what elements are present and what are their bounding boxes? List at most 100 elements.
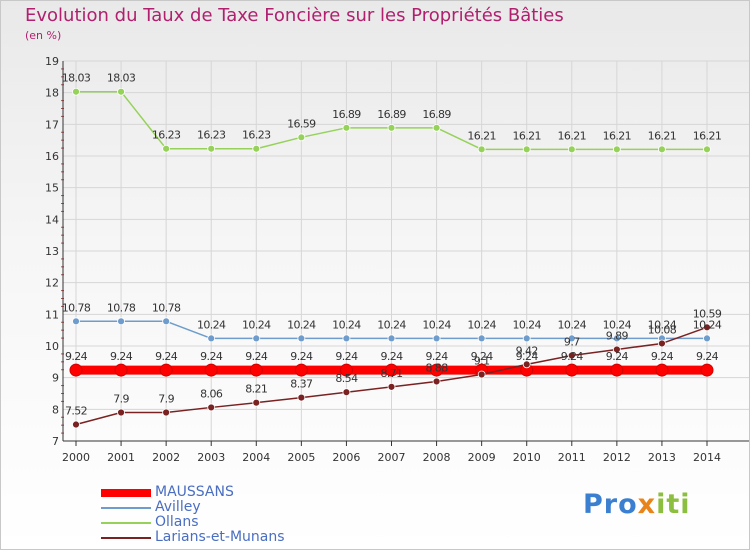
- data-point-1: [612, 334, 621, 343]
- data-label-3: 8.88: [426, 361, 449, 374]
- y-tick-label: 18: [45, 87, 59, 100]
- data-point-2: [252, 144, 261, 153]
- data-point-0: [610, 363, 624, 377]
- data-point-0: [385, 363, 398, 377]
- data-label-3: 8.21: [245, 383, 267, 396]
- data-point-1: [703, 334, 711, 343]
- y-tick-label: 9: [52, 372, 59, 385]
- data-label-1: 10.24: [197, 318, 226, 331]
- x-tick-label: 2012: [603, 451, 631, 464]
- data-label-3: 9.1: [474, 355, 490, 368]
- x-tick-label: 2013: [648, 451, 676, 464]
- data-label-2: 16.21: [693, 129, 722, 142]
- y-tick-label: 12: [45, 277, 59, 290]
- data-point-0: [204, 363, 218, 377]
- x-tick-label: 2010: [513, 451, 541, 464]
- data-label-1: 10.24: [558, 318, 587, 331]
- data-label-2: 16.23: [152, 129, 181, 142]
- y-tick-label: 10: [45, 340, 59, 353]
- y-tick-label: 7: [52, 435, 59, 448]
- data-point-1: [252, 334, 261, 343]
- data-label-1: 10.24: [512, 318, 541, 331]
- x-tick-label: 2006: [332, 451, 360, 464]
- data-point-2: [162, 144, 171, 153]
- data-point-3: [72, 420, 80, 429]
- data-point-0: [700, 363, 714, 377]
- data-point-3: [342, 388, 351, 397]
- data-label-0: 9.24: [651, 350, 674, 363]
- chart-title: Evolution du Taux de Taxe Foncière sur l…: [25, 5, 564, 26]
- legend-swatch: [101, 521, 151, 524]
- data-label-0: 9.24: [65, 350, 88, 363]
- data-point-2: [432, 123, 441, 132]
- data-point-3: [477, 370, 486, 379]
- data-label-1: 10.24: [242, 318, 271, 331]
- data-point-2: [612, 145, 621, 154]
- data-point-2: [342, 123, 351, 132]
- legend-swatch: [101, 506, 151, 509]
- data-point-3: [252, 398, 261, 407]
- data-point-2: [477, 145, 486, 154]
- data-point-1: [297, 334, 306, 343]
- data-point-3: [162, 408, 171, 417]
- data-label-2: 16.21: [558, 129, 587, 142]
- x-tick-label: 2014: [693, 451, 721, 464]
- data-label-1: 10.24: [422, 318, 451, 331]
- data-labels: 9.24 9.24 9.24 9.24 9.24 9.24 9.24 9.24 9.24 9.24…: [62, 72, 723, 418]
- data-point-3: [117, 408, 125, 417]
- data-point-0: [249, 363, 263, 377]
- data-label-3: 8.71: [380, 367, 402, 380]
- data-label-0: 9.24: [335, 350, 358, 363]
- data-label-2: 16.21: [467, 129, 496, 142]
- y-tick-label: 19: [45, 55, 59, 68]
- data-point-0: [655, 363, 669, 377]
- x-tick-label: 2005: [287, 451, 315, 464]
- legend-item: Larians-et-Munans: [101, 530, 285, 545]
- data-label-0: 9.24: [290, 350, 313, 363]
- data-label-1: 10.24: [693, 318, 722, 331]
- x-tick-label: 2008: [423, 451, 451, 464]
- data-label-0: 9.24: [471, 350, 494, 363]
- legend-item: Ollans: [101, 515, 285, 530]
- data-point-2: [658, 145, 666, 154]
- x-tick-label: 2011: [558, 451, 586, 464]
- data-point-2: [207, 144, 216, 153]
- data-label-3: 7.9: [158, 393, 174, 406]
- data-label-1: 10.24: [648, 318, 677, 331]
- data-label-2: 16.23: [197, 129, 226, 142]
- data-label-2: 16.89: [332, 108, 361, 121]
- data-label-0: 9.24: [200, 350, 223, 363]
- y-tick-label: 8: [52, 403, 59, 416]
- legend-label: Ollans: [155, 514, 199, 530]
- data-point-3: [567, 351, 576, 360]
- legend-item: Avilley: [101, 500, 285, 515]
- data-point-3: [387, 382, 396, 391]
- data-point-0: [339, 363, 353, 377]
- data-label-1: 10.78: [107, 301, 136, 314]
- logo-part-1: Pro: [583, 489, 638, 520]
- data-label-0: 9.24: [426, 350, 449, 363]
- data-label-1: 10.24: [332, 318, 361, 331]
- data-label-0: 9.24: [606, 350, 629, 363]
- data-label-3: 9.42: [516, 344, 538, 357]
- data-label-2: 16.89: [377, 108, 406, 121]
- legend-label: Avilley: [155, 499, 201, 515]
- legend-item: MAUSSANS: [101, 485, 285, 500]
- x-tick-label: 2004: [242, 451, 270, 464]
- data-label-2: 16.23: [242, 129, 271, 142]
- data-point-0: [294, 363, 308, 377]
- data-label-2: 16.59: [287, 117, 316, 130]
- data-point-3: [658, 339, 666, 348]
- data-label-0: 9.24: [110, 350, 133, 363]
- data-label-1: 10.24: [467, 318, 496, 331]
- data-point-2: [522, 145, 531, 154]
- data-point-2: [703, 145, 711, 154]
- data-label-3: 7.52: [65, 405, 87, 418]
- data-label-3: 8.54: [335, 372, 358, 385]
- y-tick-label: 11: [45, 308, 59, 321]
- data-point-1: [567, 334, 576, 343]
- axes: 7 8 9 10 11 12 13 14 15 16 17 18 19 2000 2001 2002 2003 2…: [45, 55, 749, 464]
- y-tick-label: 14: [45, 213, 59, 226]
- y-tick-label: 13: [45, 245, 59, 258]
- data-point-3: [522, 360, 531, 369]
